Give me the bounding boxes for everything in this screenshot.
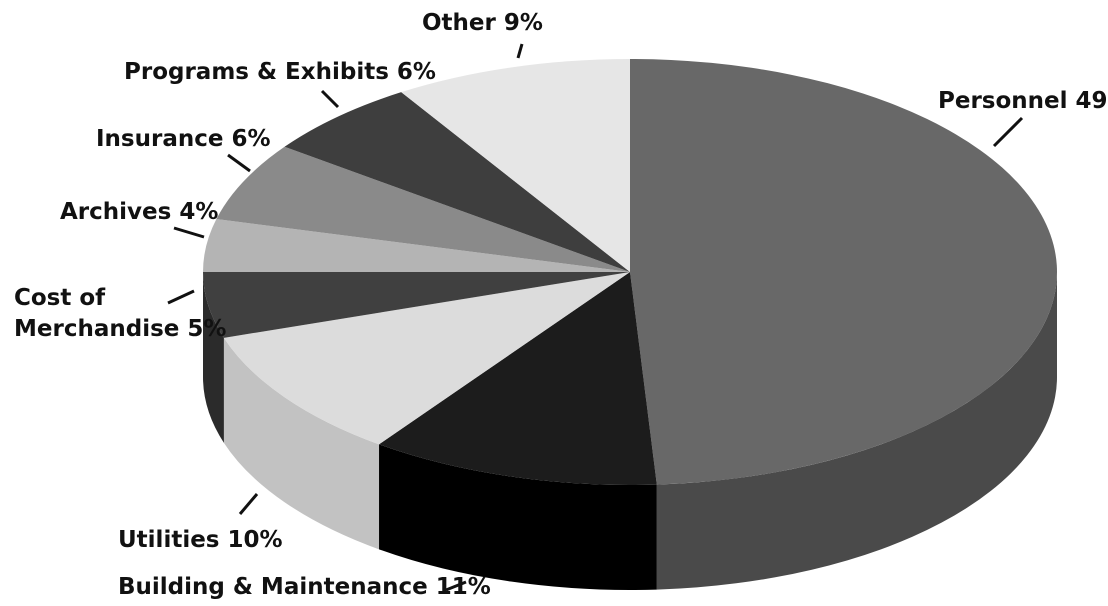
leader-line-utilities <box>238 493 259 515</box>
pie-slice-utilities <box>223 272 630 445</box>
leader-line-archives <box>173 226 205 239</box>
slice-label-building-and-maintenance: Building & Maintenance 11% <box>118 574 491 600</box>
pie-sides <box>203 272 1057 591</box>
slice-label-cost-of-merchandise-line-1: Cost of <box>14 285 106 311</box>
pie-side-building-and-maintenance <box>379 444 657 591</box>
slice-label-archives: Archives 4% <box>60 199 218 225</box>
leader-line-other <box>516 43 524 59</box>
pie-slice-programs-and-exhibits <box>284 92 630 272</box>
slice-label-programs-and-exhibits: Programs & Exhibits 6% <box>124 59 436 85</box>
pie-labels: Personnel 49% Building & Maintenance 11% U… <box>14 10 1108 600</box>
pie-slice-other <box>401 59 630 272</box>
slice-label-personnel: Personnel 49% <box>938 88 1108 114</box>
pie-slice-archives <box>203 219 630 272</box>
slice-label-utilities: Utilities 10% <box>118 527 283 553</box>
slice-label-cost-of-merchandise-line-2: Merchandise 5% <box>14 316 226 342</box>
pie-side-utilities <box>223 337 380 550</box>
leader-line-programs-and-exhibits <box>320 89 340 109</box>
slice-label-other: Other 9% <box>422 10 543 36</box>
pie-tops <box>203 58 1058 486</box>
leader-line-personnel <box>992 116 1024 148</box>
pie-slice-insurance <box>216 146 630 272</box>
pie-side-cost-of-merchandise <box>203 272 224 443</box>
pie-side-personnel <box>656 272 1057 590</box>
leader-line-insurance <box>227 153 251 173</box>
leader-line-cost-of-merchandise <box>167 289 195 305</box>
pie-slice-building-and-maintenance <box>379 272 657 486</box>
leader-line-building-and-maintenance <box>445 580 467 592</box>
pie-slice-cost-of-merchandise <box>203 272 630 338</box>
slice-label-insurance: Insurance 6% <box>96 126 271 152</box>
pie-slice-personnel <box>630 58 1058 485</box>
